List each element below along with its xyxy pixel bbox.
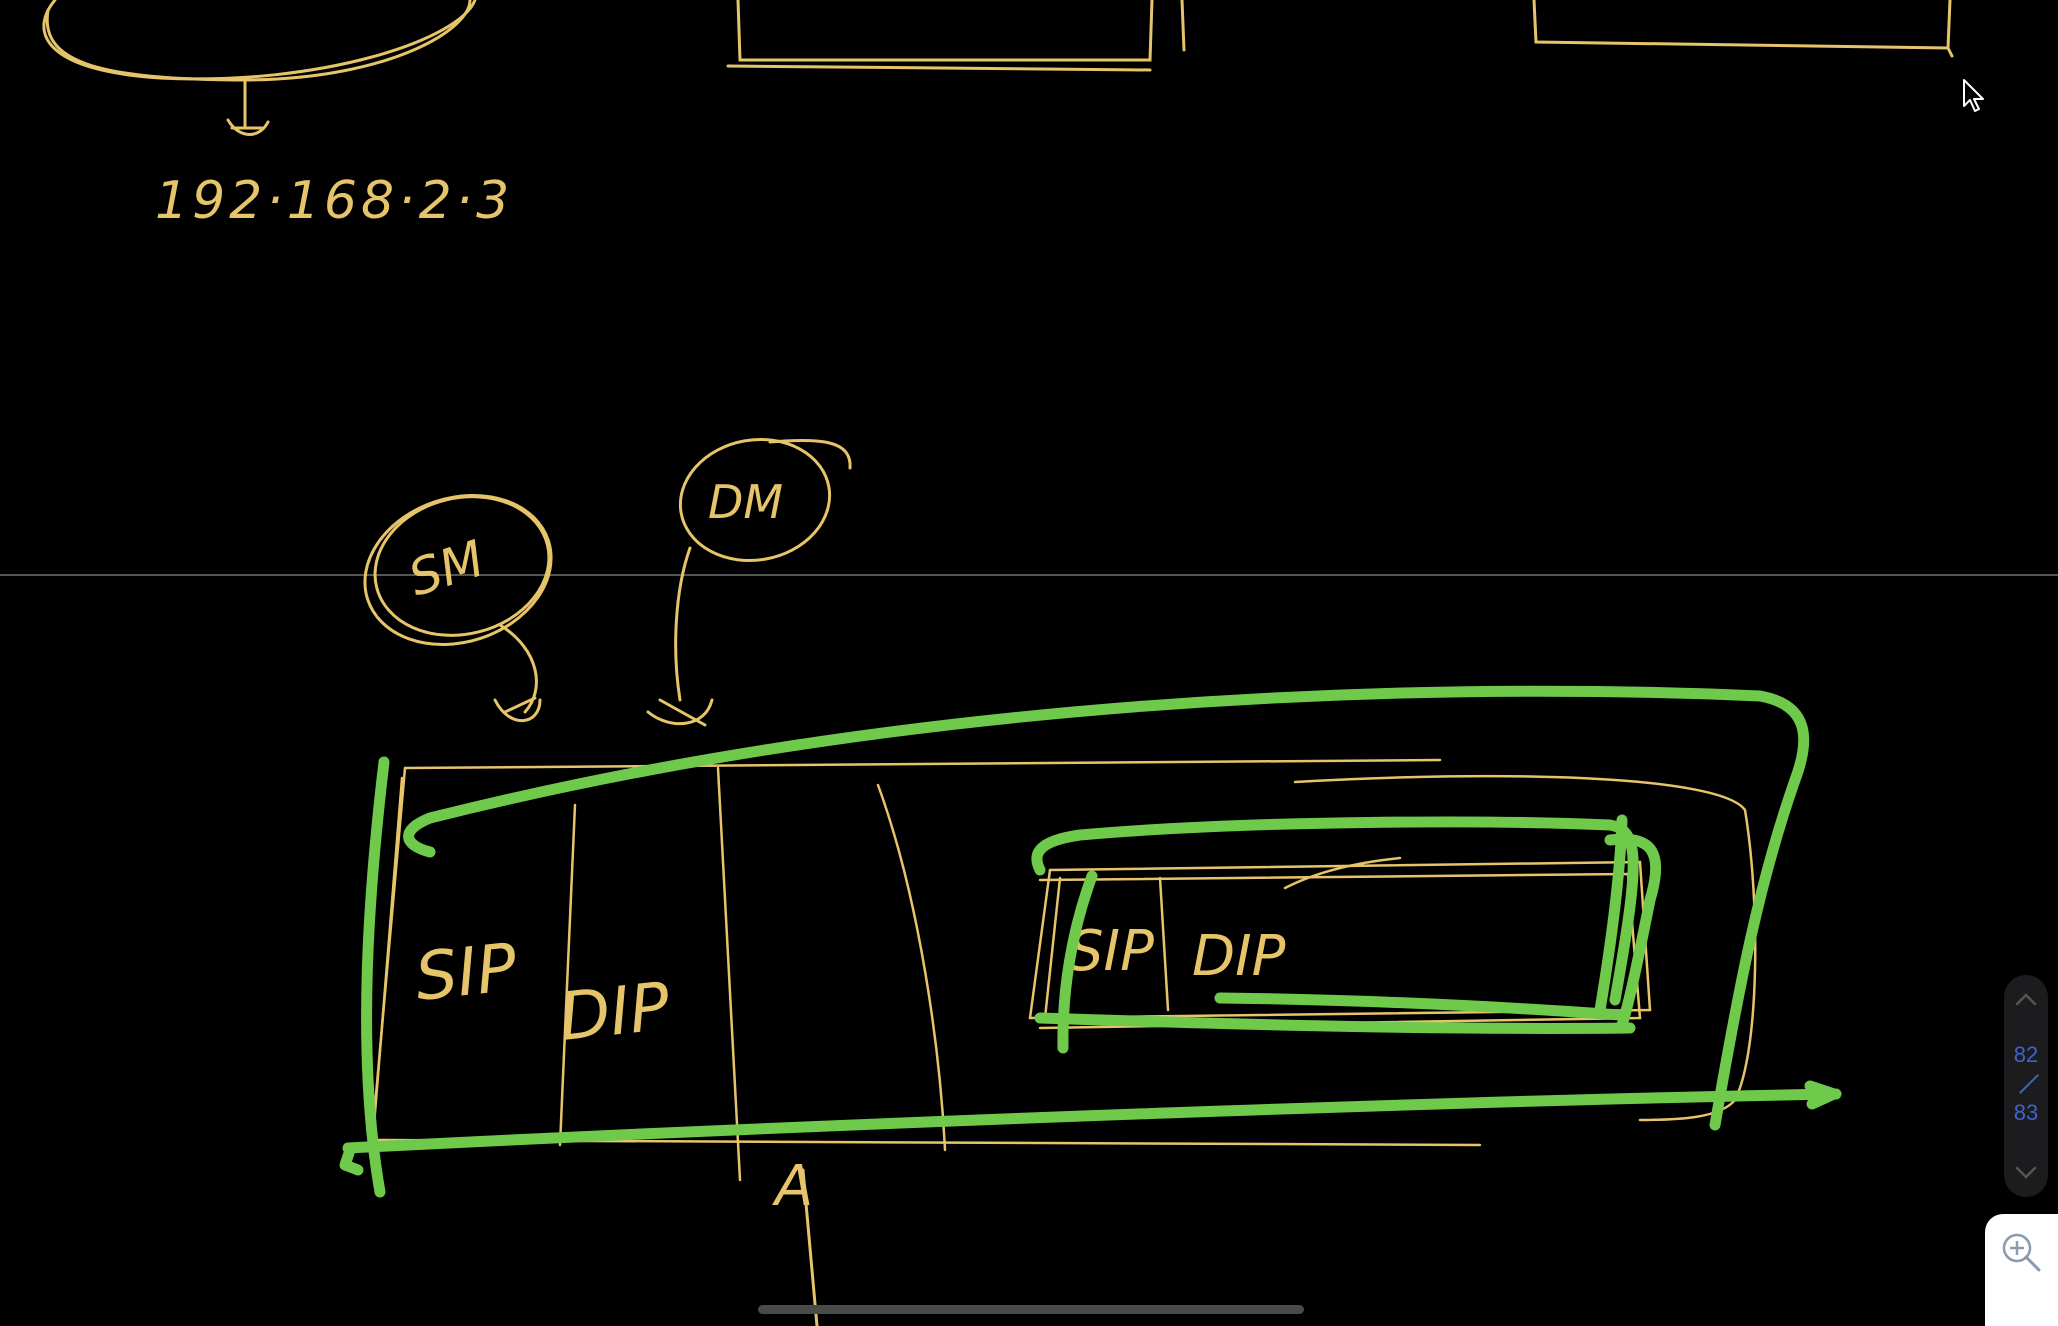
top-middle-box (726, 0, 1186, 72)
outer-dip-label: DIP (556, 968, 674, 1056)
zoom-in-button[interactable] (1991, 1222, 2051, 1282)
ip-address-label: 192·168·2·3 (155, 171, 513, 231)
arrow-a-label: A (772, 1154, 813, 1219)
mouse-cursor-icon (1963, 79, 1984, 112)
source-mac-label: SM (402, 529, 491, 607)
zoom-in-icon (2002, 1233, 2041, 1272)
source-mac-circle (363, 493, 553, 723)
dest-mac-circle (646, 437, 852, 727)
page-counter: 82 83 (2004, 1041, 2048, 1127)
total-pages-number: 83 (2013, 1100, 2039, 1125)
zoom-panel (1985, 1214, 2058, 1326)
arrow-a (801, 1168, 819, 1326)
dest-mac-label: DM (708, 475, 783, 529)
next-page-button[interactable] (2004, 1155, 2048, 1191)
previous-page-button[interactable] (2004, 981, 2048, 1017)
outer-sip-label: SIP (412, 929, 521, 1016)
outer-green-highlight (339, 685, 1842, 1198)
inner-green-highlight (1031, 814, 1662, 1054)
page-separator (2004, 1069, 2048, 1099)
chevron-down-icon (2015, 1166, 2037, 1179)
inner-sip-label: SIP (1068, 919, 1154, 984)
inner-dip-label: DIP (1192, 924, 1286, 989)
horizontal-scrollbar[interactable] (758, 1305, 1304, 1314)
current-page-number: 82 (2013, 1042, 2039, 1067)
chevron-up-icon (2015, 993, 2037, 1006)
top-left-ellipse (42, 0, 477, 136)
top-right-box (1532, 0, 1954, 58)
page-navigator: 82 83 (2004, 975, 2048, 1197)
